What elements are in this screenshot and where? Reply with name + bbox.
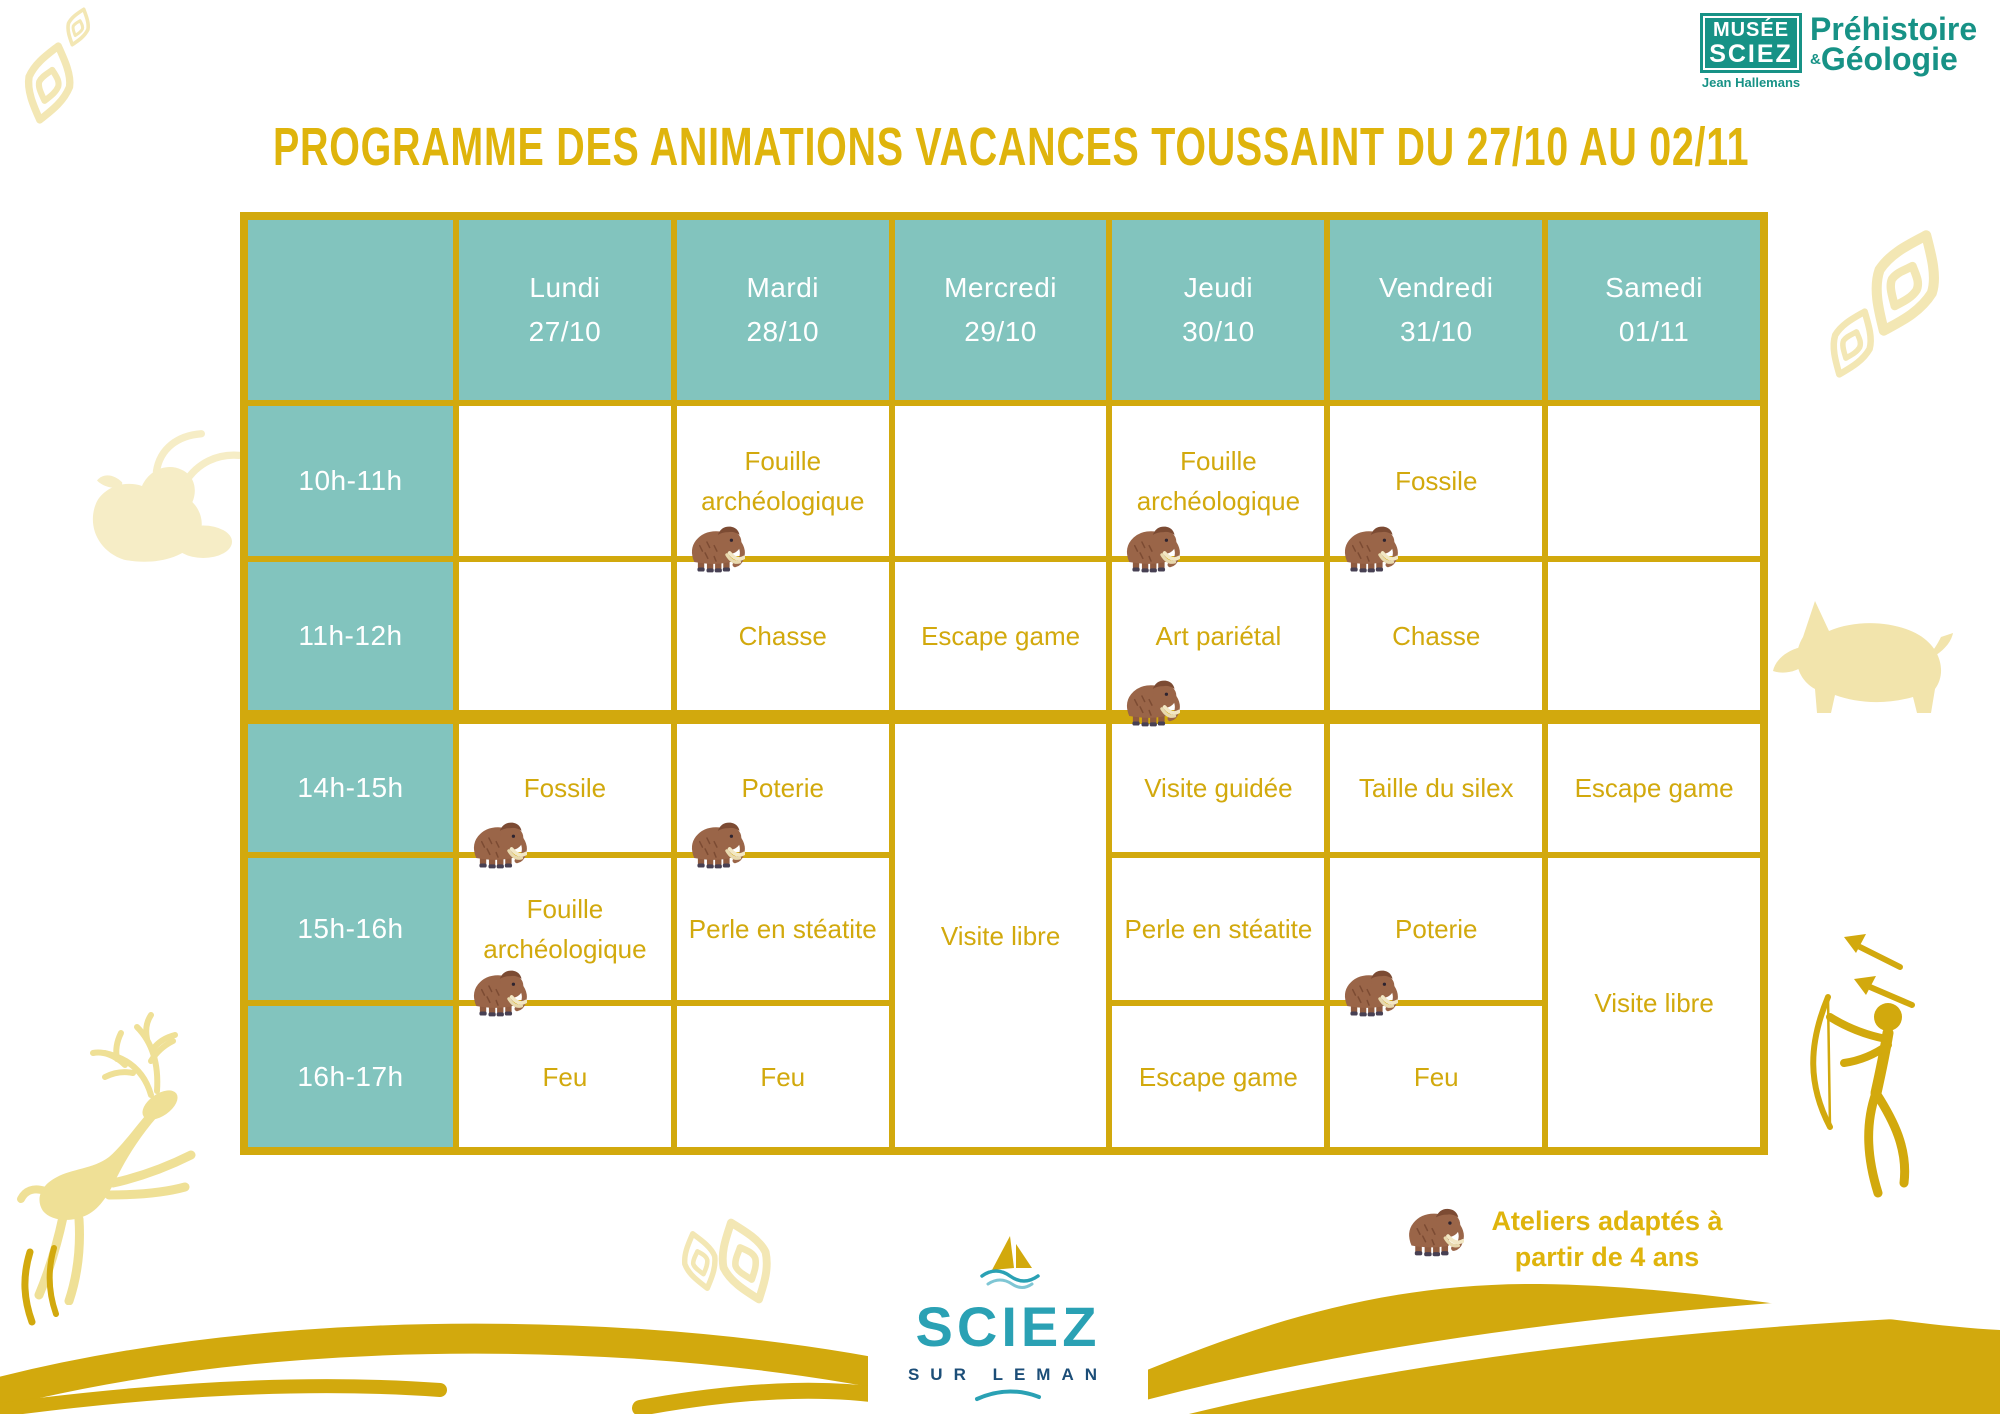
sciez-logo-name: SCIEZ [915,1295,1101,1358]
time-cell-15h-16h: 15h-16h [248,858,453,1000]
mammoth-icon [469,966,527,1017]
time-cell-14h-15h: 14h-15h [248,724,453,852]
cell-mardi-14h: Poterie [676,724,889,852]
header-cell-lundi: Lundi 27/10 [459,220,671,400]
cell-samedi-10h [1548,406,1760,556]
sailboat-icon [980,1236,1040,1289]
time-cell-11h-12h: 11h-12h [248,562,453,710]
cell-mercredi-10h [894,406,1107,556]
mammoth-icon [469,818,527,869]
cell-mercredi-14h-17h: Visite libre [894,724,1107,1147]
sciez-logo-subtitle: SUR LEMAN [907,1365,1109,1384]
sciez-logo: SCIEZ SUR LEMAN [868,1230,1148,1418]
cell-vendredi-16h: Feu [1330,1006,1543,1147]
diamond-doodle-icon [58,3,98,52]
header-cell-mercredi: Mercredi 29/10 [894,220,1107,400]
cell-lundi-14h: Fossile [459,724,671,852]
mammoth-icon [687,522,745,573]
bull-silhouette [92,430,243,562]
cell-vendredi-14h: Taille du silex [1330,724,1543,852]
cell-mercredi-11h: Escape game [894,562,1107,710]
cell-vendredi-11h: Chasse [1330,562,1543,710]
cell-jeudi-10h: Fouille archéologique [1112,406,1325,556]
cell-lundi-15h: Fouille archéologique [459,858,671,1000]
cell-mardi-11h: Chasse [676,562,889,710]
cell-mardi-16h: Feu [676,1006,889,1147]
mammoth-icon [687,818,745,869]
deer-silhouette [17,1012,196,1305]
cell-lundi-11h [459,562,671,710]
mammoth-icon [1340,522,1398,573]
museum-logo-line2: SCIEZ [1709,40,1793,68]
cell-jeudi-16h: Escape game [1112,1006,1325,1147]
header-cell-mardi: Mardi 28/10 [676,220,889,400]
cell-lundi-16h: Feu [459,1006,671,1147]
ampersand: & [1810,51,1821,68]
museum-tagline-line2: &Géologie [1810,41,1958,77]
cell-samedi-11h [1548,562,1760,710]
legend-text: Ateliers adaptés à partir de 4 ans [1491,1206,1723,1272]
mammoth-icon [1340,966,1398,1017]
museum-logo-subtitle: Jean Hallemans [1701,75,1801,90]
museum-tagline-line1: Préhistoire [1810,11,1978,47]
museum-logo: MUSÉE SCIEZ [1700,13,1802,73]
mammoth-icon [1404,1204,1464,1257]
time-cell-10h-11h: 10h-11h [248,406,453,556]
header-cell-jeudi: Jeudi 30/10 [1112,220,1325,400]
schedule-table: Lundi 27/10 Mardi 28/10 Mercredi 29/10 Jeud… [240,212,1768,1155]
cell-samedi-14h: Escape game [1548,724,1760,852]
wave-swoosh-icon [975,1389,1041,1401]
museum-logo-tagline: Préhistoire &Géologie [1810,11,1978,77]
archer-silhouette [1810,934,1915,1198]
page-title: PROGRAMME DES ANIMATIONS VACANCES TOUSSA… [273,117,1750,177]
cell-jeudi-11h: Art pariétal [1112,562,1325,710]
horse-silhouette [1773,601,1953,713]
cell-mardi-15h: Perle en stéatite [676,858,889,1000]
time-cell-16h-17h: 16h-17h [248,1006,453,1147]
cell-jeudi-15h: Perle en stéatite [1112,858,1325,1000]
diamond-doodle-icon [701,1205,789,1317]
header-cell-samedi: Samedi 01/11 [1548,220,1760,400]
cell-lundi-10h [459,406,671,556]
header-cell-vendredi: Vendredi 31/10 [1330,220,1543,400]
cell-mardi-10h: Fouille archéologique [676,406,889,556]
museum-logo-line1: MUSÉE [1712,19,1790,41]
mammoth-icon [1122,676,1180,727]
mammoth-icon [1122,522,1180,573]
cell-jeudi-14h: Visite guidée [1112,724,1325,852]
diamond-doodle-icon [1814,294,1891,392]
cell-samedi-15h-17h: Visite libre [1548,858,1760,1147]
diamond-doodle-icon [672,1224,728,1298]
header-corner-cell [248,220,453,400]
diamond-doodle-icon [1846,210,1965,355]
cell-vendredi-15h: Poterie [1330,858,1543,1000]
cell-vendredi-10h: Fossile [1330,406,1543,556]
